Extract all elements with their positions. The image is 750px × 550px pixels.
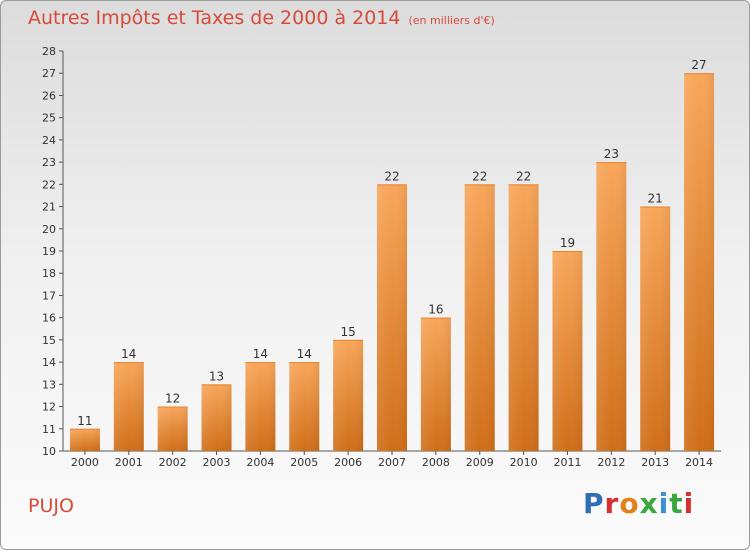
x-tick-label: 2009 xyxy=(466,456,494,469)
y-tick-label: 12 xyxy=(42,401,56,414)
x-tick-label: 2007 xyxy=(378,456,406,469)
bar-shine xyxy=(377,184,407,452)
bar-shine xyxy=(69,428,100,451)
data-labels: 11 14 12 13 14 14 15 22 16 22 22 19 23 21 27 xyxy=(77,58,706,428)
bar-shine xyxy=(245,362,276,451)
proxiti-logo: Proxiti xyxy=(583,487,694,520)
data-label: 22 xyxy=(472,169,487,183)
data-label: 14 xyxy=(253,347,268,361)
data-label: 12 xyxy=(165,392,180,406)
logo-letter: P xyxy=(583,487,605,520)
bar-shine xyxy=(289,362,320,451)
y-tick-label: 23 xyxy=(42,156,56,169)
bar-shine xyxy=(157,406,188,451)
x-tick-label: 2006 xyxy=(334,456,362,469)
logo-letter: i xyxy=(658,487,670,520)
y-tick-label: 28 xyxy=(42,45,56,58)
x-tick-label: 2012 xyxy=(597,456,625,469)
title-line: Autres Impôts et Taxes de 2000 à 2014 (en… xyxy=(28,7,495,29)
data-label: 14 xyxy=(297,347,312,361)
x-tick-label: 2008 xyxy=(422,456,450,469)
x-tick-label: 2000 xyxy=(71,456,99,469)
x-tick-label: 2001 xyxy=(115,456,143,469)
x-tick-label: 2002 xyxy=(159,456,187,469)
y-axis: 10 11 12 13 14 15 16 17 18 19 20 21 22 23 24 25 26 27 28 xyxy=(42,45,64,458)
y-tick-label: 27 xyxy=(42,67,56,80)
logo-letter: i xyxy=(683,487,695,520)
logo-letter: x xyxy=(639,487,659,520)
x-tick-label: 2004 xyxy=(246,456,274,469)
y-tick-label: 21 xyxy=(42,201,56,214)
y-tick-label: 13 xyxy=(42,378,56,391)
y-tick-label: 10 xyxy=(42,445,56,458)
y-tick-label: 25 xyxy=(42,112,56,125)
data-label: 21 xyxy=(648,192,663,206)
data-label: 22 xyxy=(516,169,531,183)
bar-shine xyxy=(684,73,715,451)
logo-letter: o xyxy=(619,487,640,520)
chart-title: Autres Impôts et Taxes de 2000 à 2014 xyxy=(28,7,401,29)
x-axis: 2000 2001 2002 2003 2004 2005 2006 2007 2008 2009… xyxy=(63,450,721,469)
x-tick-label: 2010 xyxy=(510,456,538,469)
y-tick-label: 20 xyxy=(42,223,56,236)
bar-shine xyxy=(113,362,144,451)
y-tick-label: 19 xyxy=(42,245,56,258)
x-tick-label: 2011 xyxy=(553,456,581,469)
y-tick-label: 11 xyxy=(42,423,56,436)
y-tick-label: 14 xyxy=(42,356,56,369)
data-label: 13 xyxy=(209,369,224,383)
x-tick-label: 2003 xyxy=(203,456,231,469)
bars xyxy=(69,73,715,452)
bar-shine xyxy=(508,184,539,452)
y-tick-label: 16 xyxy=(42,312,56,325)
bar-shine xyxy=(333,339,364,451)
data-label: 19 xyxy=(560,236,575,250)
y-tick-label: 18 xyxy=(42,267,56,280)
data-label: 11 xyxy=(77,414,92,428)
data-label: 23 xyxy=(604,147,619,161)
logo-letter: r xyxy=(604,487,620,520)
data-label: 27 xyxy=(691,58,706,72)
y-tick-label: 15 xyxy=(42,334,56,347)
y-tick-label: 17 xyxy=(42,289,56,302)
data-label: 22 xyxy=(384,169,399,183)
bar-shine xyxy=(640,206,671,451)
y-tick-label: 22 xyxy=(42,178,56,191)
bar-shine xyxy=(201,384,232,451)
city-name: PUJO xyxy=(28,495,74,517)
x-tick-label: 2005 xyxy=(290,456,318,469)
data-label: 14 xyxy=(121,347,136,361)
data-label: 16 xyxy=(428,303,443,317)
y-tick-label: 26 xyxy=(42,89,56,102)
bar-shine xyxy=(596,162,627,451)
x-tick-label: 2013 xyxy=(641,456,669,469)
bar-shine xyxy=(464,184,495,452)
x-tick-label: 2014 xyxy=(685,456,713,469)
logo-letter: t xyxy=(669,487,684,520)
data-label: 15 xyxy=(340,325,355,339)
y-tick-label: 24 xyxy=(42,134,56,147)
bar-shine xyxy=(420,317,451,451)
chart-subtitle: (en milliers d'€) xyxy=(408,14,495,27)
bar-shine xyxy=(552,251,583,451)
